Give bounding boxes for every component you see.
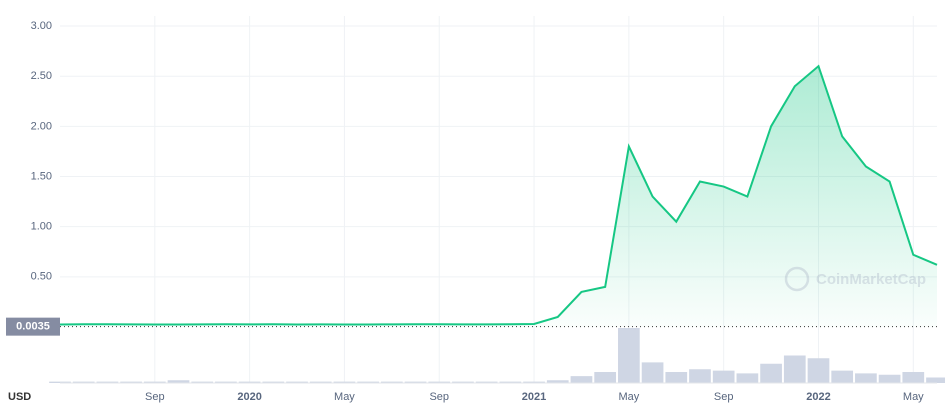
volume-bar [404,381,427,383]
volume-bar [570,376,593,383]
volume-bar [712,370,735,383]
watermark: CoinMarketCap [784,266,926,292]
volume-bar [49,381,71,383]
x-tick-label: 2022 [806,391,830,403]
volume-bar [902,372,925,383]
volume-bar [262,381,285,383]
volume-bar [831,370,854,383]
volume-bar [665,372,688,383]
volume-bar [475,381,498,383]
volume-bar [143,381,166,383]
volume-bar [120,381,142,383]
volume-bar [333,381,356,383]
volume-bar [807,358,830,383]
x-tick-label: May [334,391,355,403]
volume-bar [215,381,237,383]
y-tick-label: 1.00 [31,221,52,233]
volume-bar [546,380,569,383]
volume-bar [309,381,332,383]
volume-bar [855,373,877,383]
volume-bar [641,362,664,383]
watermark-logo [784,266,810,292]
volume-bar [238,381,261,383]
volume-bar [167,380,190,383]
x-tick-label: Sep [429,391,449,403]
volume-bar [380,381,403,383]
volume-bar [594,372,617,383]
y-tick-label: 1.50 [31,170,52,182]
volume-bar [689,369,711,383]
x-tick-label: May [618,391,639,403]
x-tick-label: May [903,391,924,403]
plot: 0.50 1.00 1.50 2.00 2.50 3.00 Sep 2020 May Sep 202… [6,16,945,403]
y-tick-label: 0.50 [31,271,52,283]
volume-bar [72,381,95,383]
volume-bar [760,363,782,383]
currency-label: USD [8,391,31,403]
y-tick-label: 2.50 [31,70,52,82]
volume-bar [736,373,759,383]
volume-bar [783,355,806,383]
volume-bar [428,381,451,383]
reference-label: 0.0035 [16,321,50,333]
x-tick-label: 2021 [522,391,546,403]
volume-bar [96,381,119,383]
volume-bar [878,374,901,383]
volume-bar [523,381,545,383]
volume-bar [499,381,522,383]
x-tick-label: Sep [145,391,165,403]
reference-box [6,317,60,336]
watermark-text: CoinMarketCap [816,271,926,288]
volume-bar [191,381,214,383]
y-tick-label: 2.00 [31,120,52,132]
y-tick-label: 3.00 [31,20,52,32]
volume-bar [286,381,308,383]
volume-bar [357,381,379,383]
volume-bar [618,328,640,383]
volume-bar [452,381,474,383]
x-tick-label: 2020 [237,391,261,403]
price-line [59,64,938,326]
volume-bar [926,377,945,383]
x-tick-label: Sep [714,391,734,403]
price-area [60,66,937,328]
